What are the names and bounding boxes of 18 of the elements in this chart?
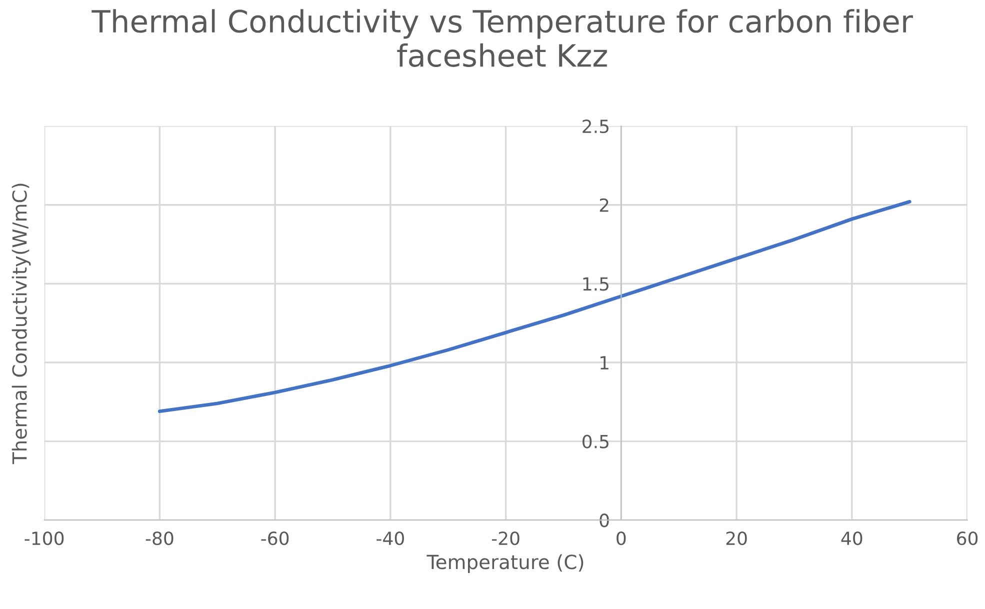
y-tick-label: 2.5 — [582, 120, 608, 134]
x-tick-label: 20 — [726, 532, 747, 546]
x-tick-label: -20 — [492, 532, 520, 546]
x-tick-label: 0 — [616, 532, 626, 546]
y-tick-label: 1 — [600, 356, 608, 370]
x-tick-label: 40 — [841, 532, 862, 546]
y-tick-label: 2 — [600, 198, 608, 212]
x-axis-title: Temperature (C) — [426, 554, 584, 574]
chart-title: Thermal Conductivity vs Temperature for carbon fiber facesheet Kzz — [92, 9, 913, 67]
y-tick-label: 1.5 — [583, 277, 608, 291]
x-tick-label: -40 — [376, 532, 404, 546]
x-tick-label: 60 — [957, 532, 978, 546]
x-tick-label: -80 — [146, 532, 174, 546]
y-axis-title: Thermal Conductivity(W/mC) — [12, 184, 31, 464]
x-tick-label: -60 — [261, 532, 289, 546]
line-series — [158, 200, 912, 414]
y-tick-label: 0.5 — [582, 434, 608, 448]
x-tick-label: -100 — [24, 532, 64, 546]
